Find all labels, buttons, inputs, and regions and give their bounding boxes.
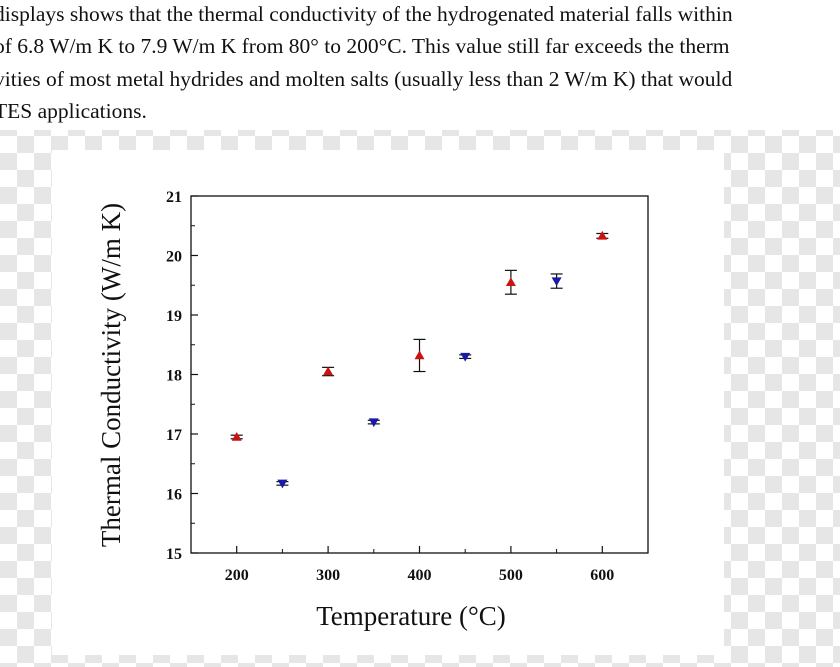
y-tick-label: 17 <box>166 427 182 444</box>
x-tick-label: 500 <box>499 567 523 584</box>
x-tick-label: 600 <box>590 567 614 584</box>
x-tick-label: 400 <box>408 567 432 584</box>
y-tick-label: 15 <box>166 546 182 563</box>
y-tick-label: 21 <box>166 189 182 206</box>
data-point <box>231 431 242 441</box>
y-tick-label: 20 <box>166 249 182 266</box>
data-point <box>323 366 334 376</box>
x-tick-label: 200 <box>225 567 249 584</box>
data-point <box>597 230 608 240</box>
axes: 15 16 17 18 19 20 21 200 300 400 500 600 <box>166 189 649 584</box>
y-tick-label: 18 <box>166 368 182 385</box>
document-text: displays shows that the thermal conducti… <box>0 0 840 130</box>
x-tick-label: 300 <box>316 567 340 584</box>
y-tick-label: 19 <box>166 308 182 325</box>
data-point <box>460 352 471 362</box>
data-point <box>505 277 516 287</box>
text-line: TES applications. <box>0 99 147 123</box>
data-marks <box>230 230 609 489</box>
y-axis-title: Thermal Conductivity (W/m K) <box>96 203 126 547</box>
data-point <box>277 479 288 489</box>
data-point <box>551 277 562 287</box>
plot-frame <box>190 195 649 554</box>
x-axis-title: Temperature (°C) <box>316 601 506 631</box>
text-line: of 6.8 W/m K to 7.9 W/m K from 80° to 20… <box>0 34 730 58</box>
text-line: vities of most metal hydrides and molten… <box>0 67 733 91</box>
figure-panel <box>52 150 724 655</box>
data-point <box>414 350 425 360</box>
data-point <box>368 418 379 428</box>
text-line: displays shows that the thermal conducti… <box>0 2 733 26</box>
y-tick-label: 16 <box>166 487 182 504</box>
